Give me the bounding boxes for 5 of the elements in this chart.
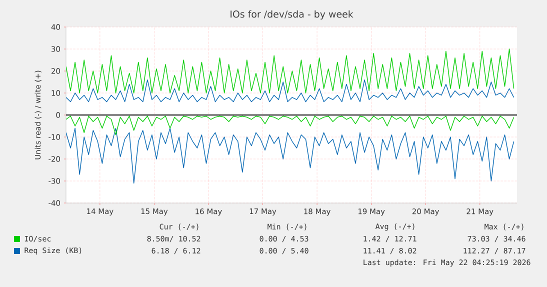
chart-title: IOs for /dev/sda - by week <box>230 10 354 20</box>
line-series <box>66 128 514 184</box>
line-series <box>66 48 514 94</box>
line-series <box>66 79 514 102</box>
line-series <box>66 116 514 136</box>
